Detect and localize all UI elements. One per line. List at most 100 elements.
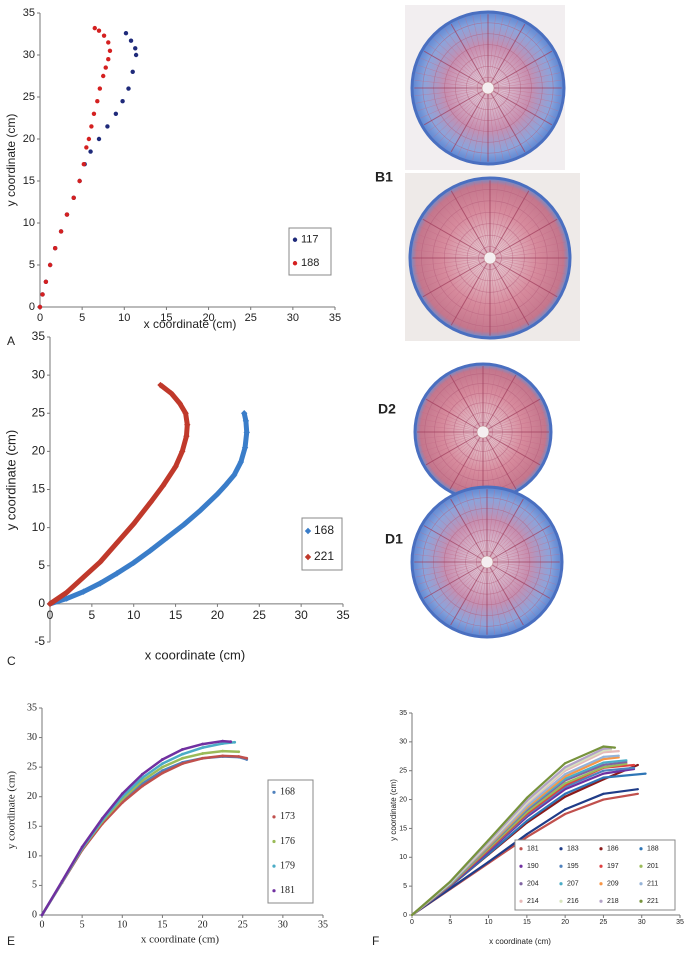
marker xyxy=(602,755,605,758)
marker xyxy=(599,864,603,868)
marker xyxy=(559,847,563,851)
marker xyxy=(101,73,106,79)
y-tick-label: 25 xyxy=(399,768,407,775)
ray xyxy=(427,261,486,304)
ray xyxy=(488,424,549,432)
marker xyxy=(88,149,93,154)
ray xyxy=(432,513,483,559)
legend-label: 211 xyxy=(647,881,658,888)
marker xyxy=(120,792,124,796)
ray xyxy=(495,226,561,256)
marker xyxy=(197,506,204,514)
ray xyxy=(490,23,526,84)
marker xyxy=(100,817,104,820)
y-tick-label: 35 xyxy=(27,702,37,713)
marker xyxy=(161,758,164,761)
ray xyxy=(492,554,560,562)
ray xyxy=(438,382,480,428)
y-tick-label: 5 xyxy=(38,558,45,572)
marker xyxy=(60,879,64,883)
y-tick-label: 10 xyxy=(23,217,35,229)
pith xyxy=(476,425,490,439)
marker xyxy=(564,773,567,776)
ray xyxy=(488,418,548,431)
ray xyxy=(491,92,538,143)
marker xyxy=(40,913,44,917)
marker xyxy=(487,838,490,842)
marker xyxy=(564,762,567,765)
y-tick-label: 15 xyxy=(27,821,37,832)
y-axis-label: y coordinate (cm) xyxy=(4,114,18,207)
ray xyxy=(423,525,483,560)
legend-label: 188 xyxy=(301,257,319,269)
ray xyxy=(489,93,511,159)
ray xyxy=(492,91,548,132)
y-tick-label: 30 xyxy=(27,732,37,743)
ray xyxy=(444,503,484,558)
marker xyxy=(128,38,134,43)
x-tick-label: 25 xyxy=(600,919,608,926)
ray xyxy=(493,262,536,321)
marker xyxy=(133,52,139,58)
ray xyxy=(484,367,497,427)
ray xyxy=(483,366,491,427)
ray xyxy=(415,546,482,561)
marker xyxy=(241,444,249,451)
marker xyxy=(304,527,312,535)
y-tick-label: 15 xyxy=(23,175,35,187)
marker xyxy=(52,246,58,251)
ray xyxy=(414,80,483,88)
ray xyxy=(487,393,537,429)
marker xyxy=(89,124,94,129)
ray xyxy=(444,28,485,84)
marker xyxy=(245,756,249,760)
marker xyxy=(77,178,82,184)
marker xyxy=(176,400,183,407)
legend-label: 173 xyxy=(280,811,295,822)
ray xyxy=(417,65,483,87)
ray xyxy=(488,14,496,83)
ray xyxy=(491,565,542,611)
marker xyxy=(410,913,414,917)
ray xyxy=(491,92,532,148)
marker xyxy=(599,847,603,851)
ray xyxy=(418,433,478,446)
ray xyxy=(485,437,511,493)
ray xyxy=(494,212,553,255)
ray xyxy=(490,263,499,336)
x-tick-label: 0 xyxy=(47,608,54,622)
marker xyxy=(97,580,104,587)
ray xyxy=(462,369,482,427)
ray xyxy=(438,436,480,482)
ray xyxy=(414,259,485,275)
marker xyxy=(140,772,144,776)
ray xyxy=(488,490,503,557)
ray xyxy=(457,495,485,557)
marker xyxy=(221,739,225,743)
marker xyxy=(97,558,104,566)
marker xyxy=(602,745,605,748)
ray xyxy=(429,435,479,471)
ray xyxy=(490,566,530,621)
ray xyxy=(495,258,568,267)
x-tick-label: 5 xyxy=(80,919,85,930)
marker xyxy=(639,899,643,903)
y-tick-label: 10 xyxy=(27,850,37,861)
marker xyxy=(214,490,221,498)
ray xyxy=(422,260,486,298)
marker xyxy=(599,882,603,886)
ray xyxy=(486,436,528,482)
marker xyxy=(613,746,617,749)
marker xyxy=(64,212,70,217)
x-tick-label: 20 xyxy=(202,312,214,324)
marker xyxy=(161,765,164,769)
y-tick-label: 5 xyxy=(32,880,37,891)
marker xyxy=(525,819,528,823)
marker xyxy=(147,547,154,554)
marker xyxy=(602,798,605,801)
ray xyxy=(415,563,482,578)
marker xyxy=(97,86,103,91)
marker xyxy=(242,417,250,425)
y-tick-label: 5 xyxy=(403,883,407,890)
marker xyxy=(221,742,225,745)
